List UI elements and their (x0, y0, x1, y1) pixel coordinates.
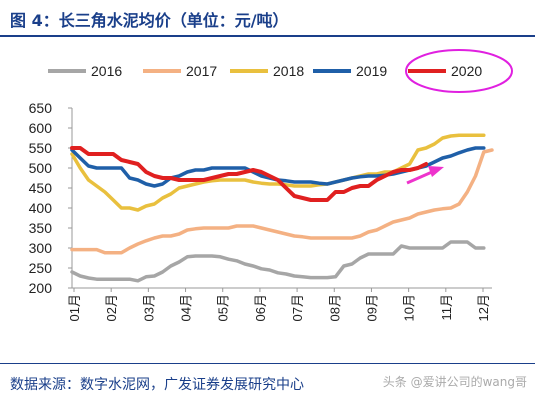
arrow-shaft (406, 170, 433, 185)
x-tick-label: 05月 (216, 294, 231, 321)
y-axis: 200 250 300 350 400 450 500 550 600 650 (29, 100, 73, 296)
footer-rule (0, 363, 535, 364)
x-tick-label: 09月 (364, 294, 379, 321)
highlight-ellipse (405, 49, 513, 93)
line-chart: 2016 2017 2018 2019 2020 200 250 300 350 400 450 5… (29, 49, 513, 321)
legend-label-2020: 2020 (451, 63, 482, 79)
series-line-2017 (70, 148, 494, 255)
x-tick-label: 01月 (67, 294, 82, 321)
x-axis: 01月 02月 03月 04月 05月 06月 07月 08月 09月 10月 11月 12月 (67, 287, 492, 321)
y-tick-label: 200 (29, 280, 53, 296)
legend-label-2016: 2016 (91, 63, 122, 79)
x-tick-label: 03月 (141, 294, 156, 321)
x-tick-label: 08月 (327, 294, 342, 321)
y-tick-label: 300 (29, 240, 53, 256)
x-tick-label: 02月 (104, 294, 119, 321)
x-tick-label: 11月 (439, 294, 454, 321)
series-line-2016 (70, 240, 486, 283)
x-tick-label: 12月 (476, 294, 491, 321)
x-tick-label: 04月 (179, 294, 194, 321)
legend: 2016 2017 2018 2019 2020 (48, 63, 482, 79)
x-tick-label: 07月 (290, 294, 305, 321)
y-tick-label: 250 (29, 260, 53, 276)
series-line-2020 (70, 146, 429, 202)
legend-label-2017: 2017 (186, 63, 217, 79)
source-note: 数据来源：数字水泥网，广发证券发展研究中心 (10, 377, 304, 393)
legend-label-2018: 2018 (273, 63, 304, 79)
arrow-annotation (406, 166, 444, 185)
title-rule (0, 35, 535, 37)
y-tick-label: 650 (29, 100, 53, 116)
legend-label-2019: 2019 (356, 63, 387, 79)
y-tick-label: 550 (29, 140, 53, 156)
x-tick-label: 10月 (402, 294, 417, 321)
y-tick-label: 350 (29, 220, 53, 236)
y-tick-label: 400 (29, 200, 53, 216)
series-line-2018 (70, 133, 486, 212)
arrow-head-icon (428, 166, 444, 177)
y-tick-label: 600 (29, 120, 53, 136)
y-tick-label: 450 (29, 180, 53, 196)
watermark: 头条 @爱讲公司的wang哥 (382, 375, 527, 389)
y-tick-label: 500 (29, 160, 53, 176)
plot-area (70, 133, 494, 283)
x-tick-label: 06月 (253, 294, 268, 321)
figure-title: 图 4：长三角水泥均价（单位：元/吨） (10, 11, 289, 30)
